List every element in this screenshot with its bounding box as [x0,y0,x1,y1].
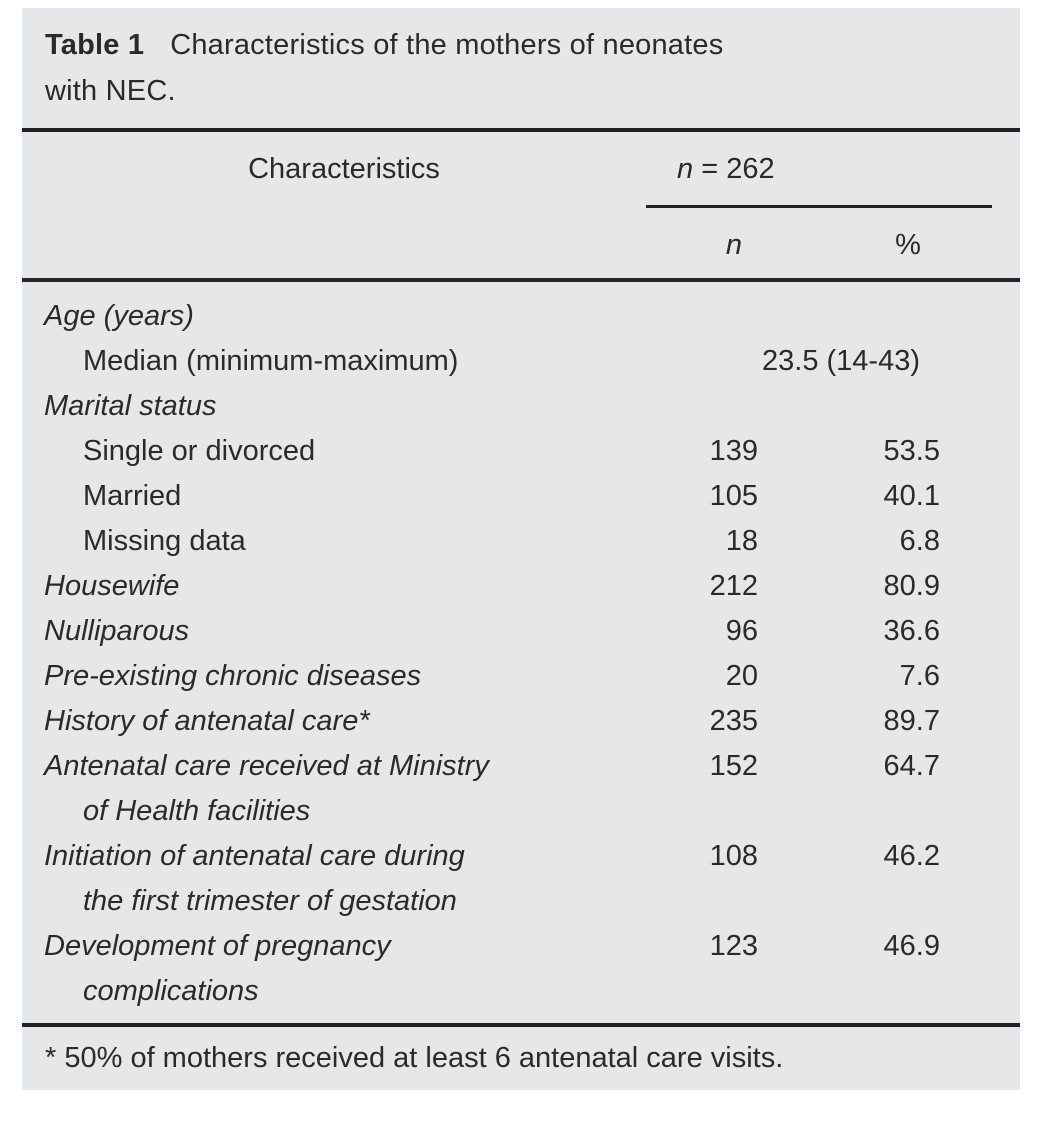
table-row-married: Married 105 40.1 [22,474,940,519]
row-label: History of antenatal care* [44,705,370,737]
table-row-antenatal-care-ministry: Antenatal care received at Ministry of H… [22,744,940,834]
row-pct: 7.6 [899,660,940,692]
row-label: Married [83,480,182,512]
table-row-missing-data: Missing data 18 6.8 [22,519,940,564]
row-n: 235 [709,705,758,737]
table-caption-title-line2: with NEC. [45,75,176,107]
rule-bottom [22,1023,1020,1027]
row-label: Pre-existing chronic diseases [44,660,422,692]
row-n: 108 [709,840,758,872]
rule-header-bottom [22,278,1020,282]
row-pct: 40.1 [883,480,940,512]
table-caption-label: Table 1 [45,29,145,61]
row-label-line1: Initiation of antenatal care during [44,840,465,872]
table-row-history-of-antenatal-care: History of antenatal care* 235 89.7 [22,699,940,744]
row-span-value: 23.5 (14-43) [762,345,920,377]
row-label-line1: Development of pregnancy [44,930,391,962]
table-header: Characteristics n = 262 n % [22,132,1020,278]
table-row-pregnancy-complications: Development of pregnancy complications 1… [22,924,940,1014]
table-row-marital-status: Marital status [22,384,940,429]
row-pct: 64.7 [883,750,940,782]
table-row-preexisting-chronic-diseases: Pre-existing chronic diseases 20 7.6 [22,654,940,699]
table-caption: Table 1 Characteristics of the mothers of… [22,8,1020,114]
row-n: 212 [709,570,758,602]
table-caption-title-line1: Characteristics of the mothers of neonat… [170,29,724,61]
row-label-line1: Antenatal care received at Ministry [44,750,489,782]
column-header-n: n [725,229,743,261]
row-label: Housewife [44,570,180,602]
row-n: 105 [709,480,758,512]
n-value: = 262 [693,153,775,185]
row-label: Nulliparous [44,615,190,647]
row-pct: 53.5 [883,435,940,467]
row-label: Median (minimum-maximum) [83,345,459,377]
table-row-housewife: Housewife 212 80.9 [22,564,940,609]
row-label-line2: complications [83,975,259,1007]
row-n: 20 [725,660,758,692]
row-label: Age (years) [44,300,194,332]
column-header-group-n262: n = 262 [677,154,775,184]
row-pct: 80.9 [883,570,940,602]
row-pct: 46.9 [883,930,940,962]
table-row-initiation-antenatal-care: Initiation of antenatal care during the … [22,834,940,924]
table-row-nulliparous: Nulliparous 96 36.6 [22,609,940,654]
row-label-line2: the first trimester of gestation [83,885,457,917]
column-header-percent: % [895,229,921,261]
row-label-line2: of Health facilities [83,795,311,827]
table-panel: Table 1 Characteristics of the mothers of… [22,8,1020,1090]
row-pct: 46.2 [883,840,940,872]
row-pct: 89.7 [883,705,940,737]
table-body: Age (years) Median (minimum-maximum) 23.… [22,282,1020,1023]
rule-top [22,128,1020,132]
rule-subheader [646,205,992,208]
row-n: 18 [725,525,758,557]
row-label: Development of pregnancy complications [22,924,632,1014]
row-label: Marital status [44,390,217,422]
table-row-median: Median (minimum-maximum) 23.5 (14-43) [22,339,940,384]
row-n: 139 [709,435,758,467]
row-pct: 6.8 [899,525,940,557]
column-header-characteristics: Characteristics [248,153,440,185]
row-n: 123 [709,930,758,962]
n-symbol: n [677,153,694,185]
row-pct: 36.6 [883,615,940,647]
table-row-age: Age (years) [22,294,940,339]
row-n: 152 [709,750,758,782]
row-label: Antenatal care received at Ministry of H… [22,744,632,834]
row-n: 96 [725,615,758,647]
row-label: Initiation of antenatal care during the … [22,834,632,924]
table-footnote: * 50% of mothers received at least 6 ant… [45,1042,784,1074]
row-label: Missing data [83,525,246,557]
table-row-single-or-divorced: Single or divorced 139 53.5 [22,429,940,474]
row-label: Single or divorced [83,435,316,467]
